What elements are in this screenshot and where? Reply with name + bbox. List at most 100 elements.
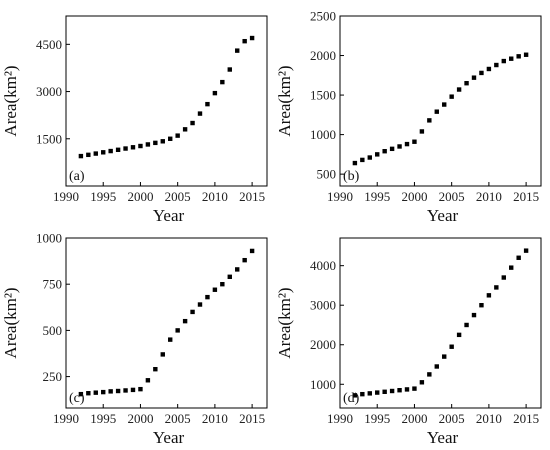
data-point	[367, 155, 372, 160]
y-tick-label: 2000	[310, 337, 336, 352]
chart-panel-3: 1990 1995 2000 2005 2010 2015 250 500 750 1000 (c)…	[1, 231, 268, 447]
x-tick-label: 2010	[202, 411, 228, 426]
data-point	[205, 294, 210, 300]
data-point	[220, 79, 225, 85]
data-point	[242, 38, 247, 44]
data-point	[456, 87, 462, 92]
data-point	[115, 147, 121, 152]
x-tick-label: 2000	[401, 411, 427, 426]
data-point	[190, 120, 195, 126]
data-point	[235, 267, 240, 272]
data-point	[412, 386, 417, 391]
data-point	[456, 332, 462, 338]
x-tick-label: 1990	[327, 189, 353, 204]
data-point	[168, 337, 173, 342]
data-point	[523, 248, 529, 253]
data-point	[160, 139, 165, 144]
data-point	[464, 81, 469, 86]
panel-label: (b)	[343, 169, 360, 184]
data-point	[434, 109, 439, 114]
data-point	[471, 75, 477, 80]
data-point	[197, 302, 203, 307]
plot-frame	[339, 237, 542, 409]
data-point	[242, 257, 247, 263]
data-point	[123, 146, 128, 151]
data-point	[78, 153, 84, 159]
data-point	[352, 160, 358, 166]
x-tick-label: 2005	[439, 189, 465, 204]
x-axis-title: Year	[153, 206, 185, 225]
data-point	[197, 111, 203, 116]
plot-frame	[65, 15, 268, 187]
data-point	[471, 312, 477, 318]
data-point	[212, 287, 218, 292]
x-tick-label: 2015	[513, 411, 539, 426]
data-point	[86, 391, 91, 396]
x-tick-label: 2015	[513, 189, 539, 204]
data-point	[516, 255, 521, 260]
data-point	[130, 387, 136, 393]
x-tick-label: 2010	[202, 189, 228, 204]
data-point	[160, 352, 165, 357]
data-point	[220, 281, 225, 287]
data-point	[486, 293, 492, 298]
y-axis-title: Area(km²)	[275, 287, 294, 358]
data-point	[375, 390, 380, 395]
data-point	[404, 141, 410, 147]
data-point	[404, 387, 410, 392]
x-tick-label: 2005	[439, 411, 465, 426]
data-point	[367, 391, 372, 396]
x-tick-label: 1990	[327, 411, 353, 426]
y-tick-label: 500	[43, 323, 63, 338]
y-tick-label: 4500	[36, 37, 62, 52]
data-point	[494, 62, 499, 68]
chart-panel-2: 1990 1995 2000 2005 2010 2015 500 1000 1500 2000 2…	[275, 9, 542, 225]
data-point	[182, 318, 188, 324]
data-point	[227, 67, 232, 72]
data-point	[205, 101, 210, 107]
data-point	[419, 129, 425, 134]
y-tick-label: 1500	[310, 88, 336, 103]
data-point	[449, 94, 454, 99]
x-tick-label: 2015	[239, 189, 265, 204]
x-tick-label: 2005	[165, 411, 191, 426]
chart-panel-1: 1990 1995 2000 2005 2010 2015 1500 3000 4500 (a) Y…	[1, 15, 268, 225]
data-point	[108, 148, 113, 154]
data-point	[93, 151, 98, 156]
data-point	[449, 344, 454, 349]
y-axis-title: Area(km²)	[1, 287, 20, 358]
plot-frame	[339, 15, 542, 187]
data-point	[115, 388, 121, 394]
data-point	[352, 393, 358, 398]
y-axis-title: Area(km²)	[275, 65, 294, 136]
data-point	[427, 372, 432, 377]
data-point	[360, 157, 365, 163]
data-point	[479, 70, 484, 76]
y-tick-label: 750	[43, 277, 63, 292]
x-tick-label: 2000	[127, 189, 153, 204]
data-point	[523, 52, 529, 57]
data-point	[501, 275, 506, 280]
data-point	[101, 389, 106, 395]
panel-label: (c)	[69, 391, 85, 406]
y-tick-label: 1000	[310, 127, 336, 142]
data-point	[168, 136, 173, 141]
y-tick-label: 500	[317, 167, 337, 182]
data-point	[153, 140, 158, 146]
data-point	[101, 150, 106, 155]
data-point	[360, 391, 365, 397]
data-point	[235, 48, 240, 53]
data-point	[427, 118, 432, 123]
y-tick-label: 250	[43, 369, 63, 384]
data-point	[212, 90, 218, 96]
x-tick-label: 1995	[90, 411, 116, 426]
data-point	[78, 391, 84, 397]
x-tick-label: 1995	[90, 189, 116, 204]
data-point	[434, 364, 439, 369]
data-point	[464, 322, 469, 328]
data-point	[138, 143, 143, 149]
x-axis-title: Year	[427, 428, 459, 447]
data-point	[145, 142, 151, 147]
